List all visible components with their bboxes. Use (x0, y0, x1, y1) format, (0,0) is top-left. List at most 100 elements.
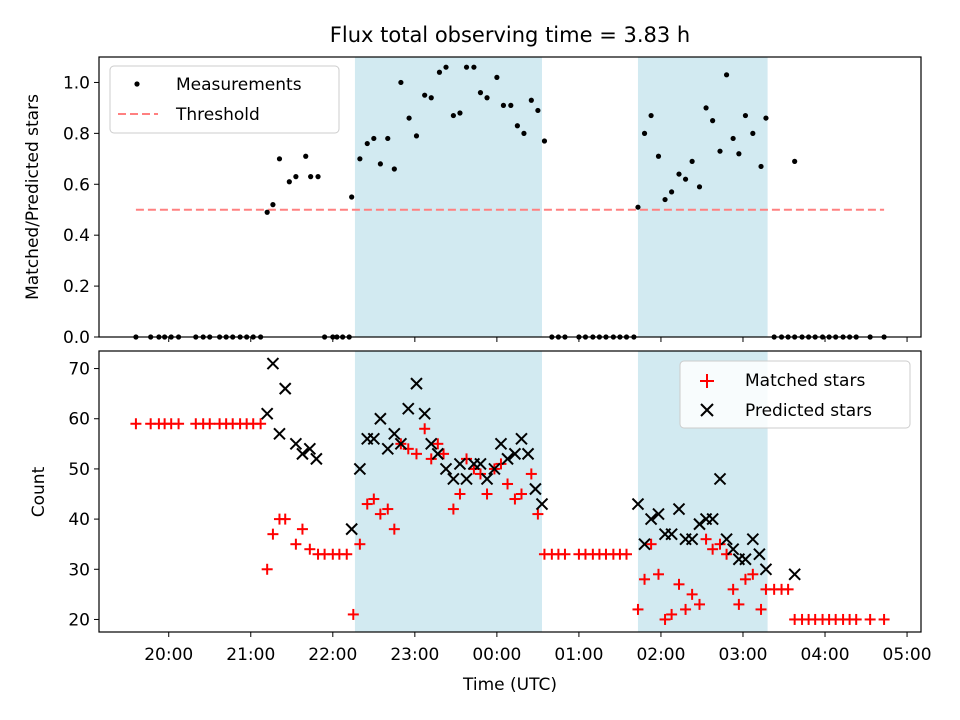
measurement-point (723, 72, 730, 78)
x-tick-label: 20:00 (144, 645, 193, 665)
measurement-point (398, 79, 404, 86)
matched-star-point (739, 573, 751, 585)
y-tick-label: 70 (68, 360, 90, 380)
predicted-star-point (381, 442, 394, 456)
matched-star-point (388, 523, 400, 535)
predicted-star-stroke-b (788, 568, 801, 581)
predicted-star-point (713, 472, 727, 486)
predicted-star-stroke-b (501, 452, 514, 466)
predicted-star-stroke-b (410, 377, 423, 390)
matched-star-point (495, 458, 507, 470)
measurement-point (648, 112, 654, 119)
predicted-star-stroke-b (460, 472, 473, 486)
matched-star-point (620, 548, 632, 560)
predicted-star-point (418, 407, 431, 420)
measurement-point (763, 115, 769, 121)
matched-star-point (454, 488, 466, 500)
matched-star-point (639, 573, 651, 585)
y-tick-label: 30 (68, 560, 90, 580)
predicted-star-stroke-b (289, 437, 303, 451)
matched-star-point (645, 538, 657, 550)
predicted-star-stroke-b (418, 407, 431, 420)
measurement-point (406, 115, 412, 121)
predicted-star-point (279, 382, 292, 395)
predicted-star-point (753, 548, 766, 561)
predicted-star-stroke-b (260, 407, 274, 420)
y-tick-label: 40 (68, 510, 90, 530)
predicted-star-stroke-b (310, 452, 323, 466)
matched-star-point (354, 538, 366, 550)
predicted-star-point (431, 447, 445, 461)
predicted-star-stroke-b (431, 447, 445, 461)
predicted-star-stroke-b (726, 542, 740, 556)
measurement-point (710, 118, 716, 124)
predicted-star-stroke-b (713, 472, 727, 486)
predicted-star-stroke-b (388, 427, 401, 441)
predicted-star-stroke-b (374, 412, 387, 425)
predicted-star-point (310, 452, 323, 466)
predicted-star-stroke-b (746, 532, 760, 546)
measurement-point (500, 102, 507, 108)
matched-star-point (347, 608, 359, 620)
measurement-point (286, 179, 292, 185)
y-tick-label: 0.2 (63, 277, 90, 297)
matched-star-point (850, 613, 862, 625)
measurement-point (535, 107, 541, 114)
y-tick-label: 20 (68, 610, 90, 630)
measurement-point (655, 153, 662, 159)
top-legend: Measurements Threshold (109, 65, 340, 134)
predicted-star-stroke-b (753, 548, 766, 561)
x-tick-label: 21:00 (226, 645, 275, 665)
measurement-point (682, 176, 689, 182)
predicted-star-point (746, 532, 760, 546)
top-y-axis-label: Matched/Predicted stars (23, 94, 43, 300)
measurement-point (689, 158, 695, 164)
predicted-star-point (474, 457, 487, 471)
measurement-point (450, 112, 456, 119)
predicted-star-stroke-b (353, 462, 367, 476)
matched-star-point (659, 613, 671, 625)
predicted-star-stroke-b (266, 357, 280, 370)
predicted-star-point (644, 512, 658, 526)
measurement-point (391, 166, 397, 172)
top-x-ticks (168, 337, 908, 342)
matched-star-point (296, 523, 308, 535)
matched-star-point (290, 538, 302, 550)
x-tick-label: 03:00 (718, 645, 767, 665)
predicted-star-point (273, 427, 286, 441)
predicted-star-point (672, 502, 686, 516)
y-tick-label: 0.8 (63, 124, 90, 144)
measurement-point (484, 95, 490, 101)
measurement-point (528, 97, 534, 103)
legend-matched-marker (700, 374, 714, 388)
matched-star-point (515, 488, 527, 500)
matched-star-point (432, 438, 444, 450)
matched-star-point (864, 613, 876, 625)
predicted-star-stroke-b (652, 507, 665, 521)
matched-star-point (438, 448, 450, 460)
predicted-star-stroke-b (529, 482, 542, 496)
measurement-point (436, 69, 443, 75)
measurement-point (758, 163, 764, 170)
predicted-star-stroke-b (665, 527, 678, 541)
measurement-point (349, 194, 355, 200)
measurement-point (315, 174, 321, 180)
x-tick-label: 23:00 (390, 645, 439, 665)
predicted-star-stroke-b (494, 437, 508, 451)
matched-star-point (267, 528, 279, 540)
predicted-star-stroke-b (402, 402, 415, 415)
matched-star-point (130, 418, 142, 430)
predicted-star-stroke-b (439, 462, 453, 476)
predicted-star-stroke-b (474, 457, 487, 471)
x-tick-label: 04:00 (801, 645, 850, 665)
measurement-point (293, 174, 299, 180)
matched-star-point (419, 423, 431, 435)
predicted-star-point (685, 532, 699, 546)
matched-star-point (474, 468, 486, 480)
measurement-point (303, 153, 309, 159)
predicted-star-stroke-b (685, 532, 699, 546)
predicted-star-stroke-b (345, 522, 358, 536)
predicted-star-point (303, 442, 317, 456)
matched-star-point (374, 508, 386, 520)
